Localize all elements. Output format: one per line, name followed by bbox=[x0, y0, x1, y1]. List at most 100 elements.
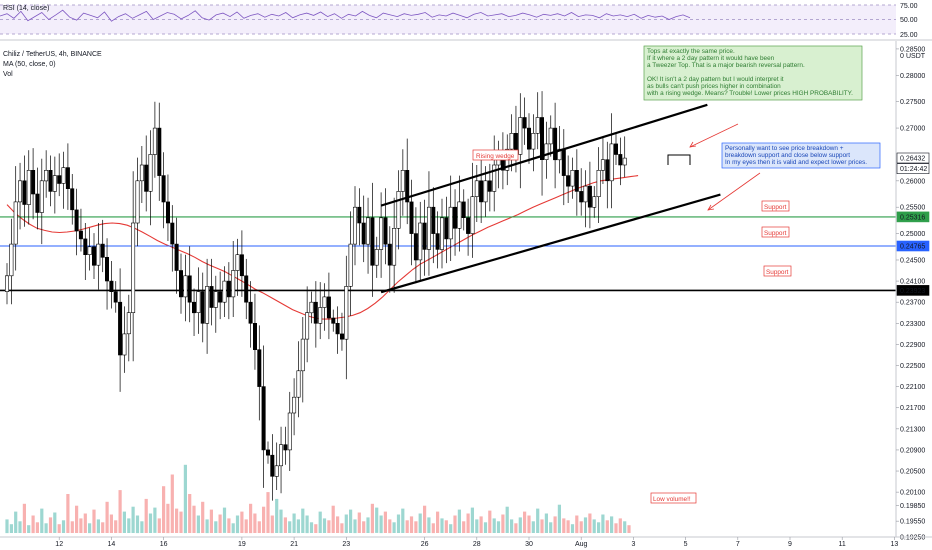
volume-bar bbox=[218, 514, 222, 533]
price-tick-label: 0.19250 bbox=[900, 535, 925, 542]
candle bbox=[253, 293, 258, 370]
candle bbox=[326, 272, 331, 340]
candle bbox=[570, 157, 575, 199]
volume-bar bbox=[501, 514, 505, 533]
ma50-line bbox=[6, 175, 639, 320]
candle bbox=[444, 196, 449, 264]
volume-bar bbox=[22, 503, 26, 534]
volume-bar bbox=[470, 507, 474, 533]
label-support-3[interactable]: Support bbox=[763, 265, 792, 277]
volume-bar bbox=[144, 498, 148, 533]
price-pane[interactable] bbox=[0, 41, 896, 537]
volume-bar bbox=[505, 506, 509, 533]
candle bbox=[5, 263, 10, 305]
price-tick-label: 0.19850 bbox=[900, 503, 925, 510]
volume-bar bbox=[357, 512, 361, 533]
volume-bar bbox=[205, 519, 209, 534]
volume-bar bbox=[336, 516, 340, 533]
candle bbox=[287, 391, 292, 471]
candle bbox=[618, 137, 623, 186]
rsi-title: RSI (14, close) bbox=[3, 5, 49, 12]
volume-bar bbox=[340, 523, 344, 534]
price-tick-label: 0.21700 bbox=[900, 405, 925, 412]
label-low-volume[interactable]: Low volume!! bbox=[650, 492, 697, 504]
rsi-line bbox=[0, 9, 691, 22]
volume-bar bbox=[510, 519, 514, 534]
candle bbox=[600, 136, 605, 184]
volume-bar bbox=[449, 524, 453, 533]
volume-bar bbox=[475, 519, 479, 534]
candle bbox=[22, 155, 27, 227]
wedge-lower-line[interactable] bbox=[380, 193, 721, 294]
candle bbox=[470, 162, 475, 258]
price-tags: 0.26432 01:24:42 0.25316 0.24765 0.23923 bbox=[896, 152, 930, 296]
price-axis-top-tick: 0 bbox=[900, 53, 904, 60]
candle bbox=[70, 174, 75, 225]
volume-bar bbox=[170, 474, 174, 533]
volume-bar bbox=[14, 511, 18, 533]
volume-bar bbox=[188, 494, 192, 533]
volume-bar bbox=[153, 507, 157, 533]
candle bbox=[205, 258, 210, 354]
time-tick-label: 28 bbox=[473, 541, 481, 548]
label-rising-wedge[interactable]: Rising wedge bbox=[472, 149, 519, 161]
svg-text:Personally want to see price b: Personally want to see price breakdown +… bbox=[725, 145, 867, 166]
volume-bar bbox=[527, 515, 531, 534]
volume-bar bbox=[61, 520, 66, 533]
note2-line-3: In my eyes then it is valid and expect l… bbox=[725, 159, 867, 166]
price-tag: 0.23923 bbox=[896, 285, 930, 296]
candle bbox=[535, 92, 540, 150]
candle bbox=[553, 102, 558, 189]
volume-bar bbox=[514, 523, 518, 534]
currency-label: USDT bbox=[906, 53, 926, 60]
candle bbox=[26, 150, 31, 225]
candle bbox=[179, 253, 184, 314]
candle bbox=[300, 317, 305, 403]
candle bbox=[422, 199, 427, 276]
volume-bar bbox=[109, 514, 113, 533]
candle bbox=[413, 207, 418, 284]
volume-bar bbox=[540, 519, 544, 534]
candle bbox=[265, 441, 270, 464]
label-support-1[interactable]: Support bbox=[761, 200, 790, 212]
volume-bar bbox=[96, 519, 100, 534]
candle bbox=[200, 272, 205, 343]
price-tick-label: 0.24100 bbox=[900, 279, 925, 286]
wedge-upper-line[interactable] bbox=[380, 103, 708, 207]
candle bbox=[96, 223, 101, 290]
note-breakdown[interactable]: Personally want to see price breakdown +… bbox=[721, 142, 881, 169]
candle bbox=[244, 258, 249, 320]
volume-bar bbox=[266, 492, 270, 533]
price-tick-label: 0.22900 bbox=[900, 342, 925, 349]
note-tweezer-top[interactable]: Tops at exactly the same price. If it wh… bbox=[643, 45, 863, 101]
volume-bar bbox=[575, 515, 579, 534]
volume-bar bbox=[597, 522, 601, 533]
volume-bar bbox=[135, 515, 140, 534]
time-axis[interactable]: 12 14 16 19 21 23 26 28 30 Aug 3 5 7 9 11 13 bbox=[0, 536, 932, 548]
candle bbox=[448, 175, 453, 261]
volume-bar bbox=[557, 504, 561, 533]
volume-bar bbox=[331, 505, 335, 533]
candle bbox=[479, 156, 484, 223]
volume-bar bbox=[88, 523, 92, 534]
candle bbox=[39, 158, 44, 245]
volume-bar bbox=[66, 494, 70, 533]
arrow-note2[interactable] bbox=[707, 172, 761, 211]
volume-bar bbox=[579, 521, 583, 533]
price-axis[interactable]: 0 USDT 0.28500 0.28000 0.27500 0.27000 0.260… bbox=[895, 41, 926, 542]
note1-line-3: a Tweezer Top. That is a major bearish r… bbox=[647, 62, 805, 69]
candle bbox=[166, 174, 171, 241]
candle bbox=[83, 223, 88, 280]
candle bbox=[522, 97, 527, 145]
volume-bar bbox=[209, 509, 213, 533]
time-tick-label: 13 bbox=[891, 541, 899, 548]
candle bbox=[31, 148, 36, 220]
volume-bar bbox=[322, 518, 327, 533]
volume-bar bbox=[314, 524, 318, 533]
candle bbox=[52, 156, 57, 214]
label-support-2[interactable]: Support bbox=[761, 226, 790, 238]
candle bbox=[335, 306, 340, 354]
tweezer-top-marker[interactable] bbox=[667, 154, 691, 165]
arrow-note1[interactable] bbox=[689, 123, 739, 148]
